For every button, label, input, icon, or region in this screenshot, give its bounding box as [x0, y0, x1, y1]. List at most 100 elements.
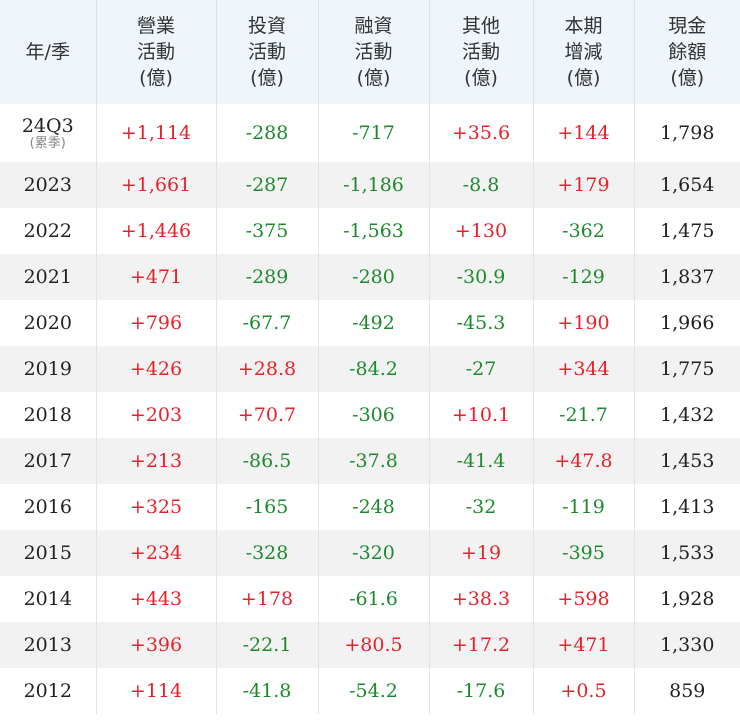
cash-balance-cell: 859	[669, 680, 706, 702]
investing-cell: +70.7	[216, 392, 319, 438]
period-label: 2022	[23, 220, 72, 242]
investing-cell: +178	[216, 576, 319, 622]
header-line: 活動	[136, 41, 175, 63]
header-line: 本期	[564, 15, 603, 37]
header-line: (億)	[250, 67, 284, 89]
header-other: 其他 活動 (億)	[429, 0, 534, 104]
net-change-cell: +144	[533, 104, 635, 162]
operating-cell: +443	[96, 576, 217, 622]
other-cell: +35.6	[429, 104, 534, 162]
cash-balance-cell: 1,475	[660, 220, 715, 242]
table-header: 年/季 營業 活動 (億) 投資 活動 (億) 融資 活動 (億) 其他 活動 (億) 本期 增減 (億) 現金…	[0, 0, 740, 104]
other-cell: -8.8	[429, 162, 534, 208]
period-label: 2020	[23, 312, 72, 334]
period-cell: 2020	[0, 300, 97, 346]
investing-cell: -67.7	[216, 300, 319, 346]
table-row: 2019 +426 +28.8 -84.2 -27 +344 1,775	[0, 346, 740, 392]
header-period: 年/季	[0, 0, 97, 104]
other-cell: -30.9	[429, 254, 534, 300]
period-cell: 2018	[0, 392, 97, 438]
period-label: 2018	[23, 404, 72, 426]
period-cell: 24Q3 (累季)	[0, 104, 97, 162]
net-change-cell: +47.8	[533, 438, 635, 484]
operating-cell: +114	[96, 668, 217, 714]
net-change-cell: +190	[533, 300, 635, 346]
other-cell: -27	[429, 346, 534, 392]
period-cell: 2016	[0, 484, 97, 530]
other-cell: +38.3	[429, 576, 534, 622]
header-line: 融資	[354, 15, 393, 37]
period-label: 2014	[23, 588, 72, 610]
financing-cell: -717	[318, 104, 430, 162]
financing-cell: -54.2	[318, 668, 430, 714]
table-row: 2012 +114 -41.8 -54.2 -17.6 +0.5 859	[0, 668, 740, 714]
other-cell: +130	[429, 208, 534, 254]
investing-cell: -288	[216, 104, 319, 162]
header-line: (億)	[139, 67, 173, 89]
operating-cell: +426	[96, 346, 217, 392]
cash-balance-cell: 1,413	[660, 496, 715, 518]
header-line: 活動	[461, 41, 500, 63]
operating-cell: +203	[96, 392, 217, 438]
cash-balance-cell: 1,432	[660, 404, 715, 426]
header-line: 活動	[247, 41, 286, 63]
header-line: 現金	[668, 15, 707, 37]
header-line: 餘額	[668, 41, 707, 63]
period-label: 2017	[23, 450, 72, 472]
other-cell: +19	[429, 530, 534, 576]
header-line: (億)	[356, 67, 391, 89]
period-label: 2016	[23, 496, 72, 518]
period-label: 2013	[23, 634, 72, 656]
other-cell: -17.6	[429, 668, 534, 714]
operating-cell: +1,114	[96, 104, 217, 162]
period-cell: 2021	[0, 254, 97, 300]
net-change-cell: +598	[533, 576, 635, 622]
period-cell: 2015	[0, 530, 97, 576]
header-line: 活動	[354, 41, 393, 63]
header-line: (億)	[670, 67, 705, 89]
period-label: 2019	[23, 358, 72, 380]
period-label: 24Q3	[21, 115, 74, 137]
operating-cell: +796	[96, 300, 217, 346]
investing-cell: -22.1	[216, 622, 319, 668]
cash-balance-cell: 1,966	[660, 312, 715, 334]
investing-cell: -86.5	[216, 438, 319, 484]
header-line: 年/季	[25, 41, 70, 63]
financing-cell: +80.5	[318, 622, 430, 668]
period-cell: 2012	[0, 668, 97, 714]
period-cell: 2017	[0, 438, 97, 484]
financing-cell: -306	[318, 392, 430, 438]
period-cell: 2022	[0, 208, 97, 254]
table-body: 24Q3 (累季) +1,114 -288 -717 +35.6 +144 1,798 2023…	[0, 104, 740, 714]
financing-cell: -320	[318, 530, 430, 576]
cash-balance-cell: 1,928	[660, 588, 715, 610]
investing-cell: -165	[216, 484, 319, 530]
net-change-cell: +471	[533, 622, 635, 668]
header-operating: 營業 活動 (億)	[96, 0, 217, 104]
operating-cell: +471	[96, 254, 217, 300]
header-investing: 投資活動 (億)	[216, 0, 319, 104]
table-row: 24Q3 (累季) +1,114 -288 -717 +35.6 +144 1,798	[0, 104, 740, 162]
table-row: 2018 +203 +70.7 -306 +10.1 -21.7 1,432	[0, 392, 740, 438]
period-cell: 2013	[0, 622, 97, 668]
other-cell: -41.4	[429, 438, 534, 484]
net-change-cell: -395	[533, 530, 635, 576]
cash-balance-cell: 1,837	[660, 266, 715, 288]
investing-cell: -375	[216, 208, 319, 254]
operating-cell: +1,446	[96, 208, 217, 254]
header-line: 投資	[247, 15, 286, 37]
investing-cell: -41.8	[216, 668, 319, 714]
operating-cell: +234	[96, 530, 217, 576]
net-change-cell: -129	[533, 254, 635, 300]
table-row: 2013 +396 -22.1 +80.5 +17.2 +471 1,330	[0, 622, 740, 668]
financing-cell: -1,186	[318, 162, 430, 208]
period-cell: 2019	[0, 346, 97, 392]
operating-cell: +213	[96, 438, 217, 484]
investing-cell: +28.8	[216, 346, 319, 392]
financing-cell: -37.8	[318, 438, 430, 484]
net-change-cell: +179	[533, 162, 635, 208]
investing-cell: -289	[216, 254, 319, 300]
net-change-cell: +0.5	[533, 668, 635, 714]
header-financing: 融資活動 (億)	[318, 0, 430, 104]
